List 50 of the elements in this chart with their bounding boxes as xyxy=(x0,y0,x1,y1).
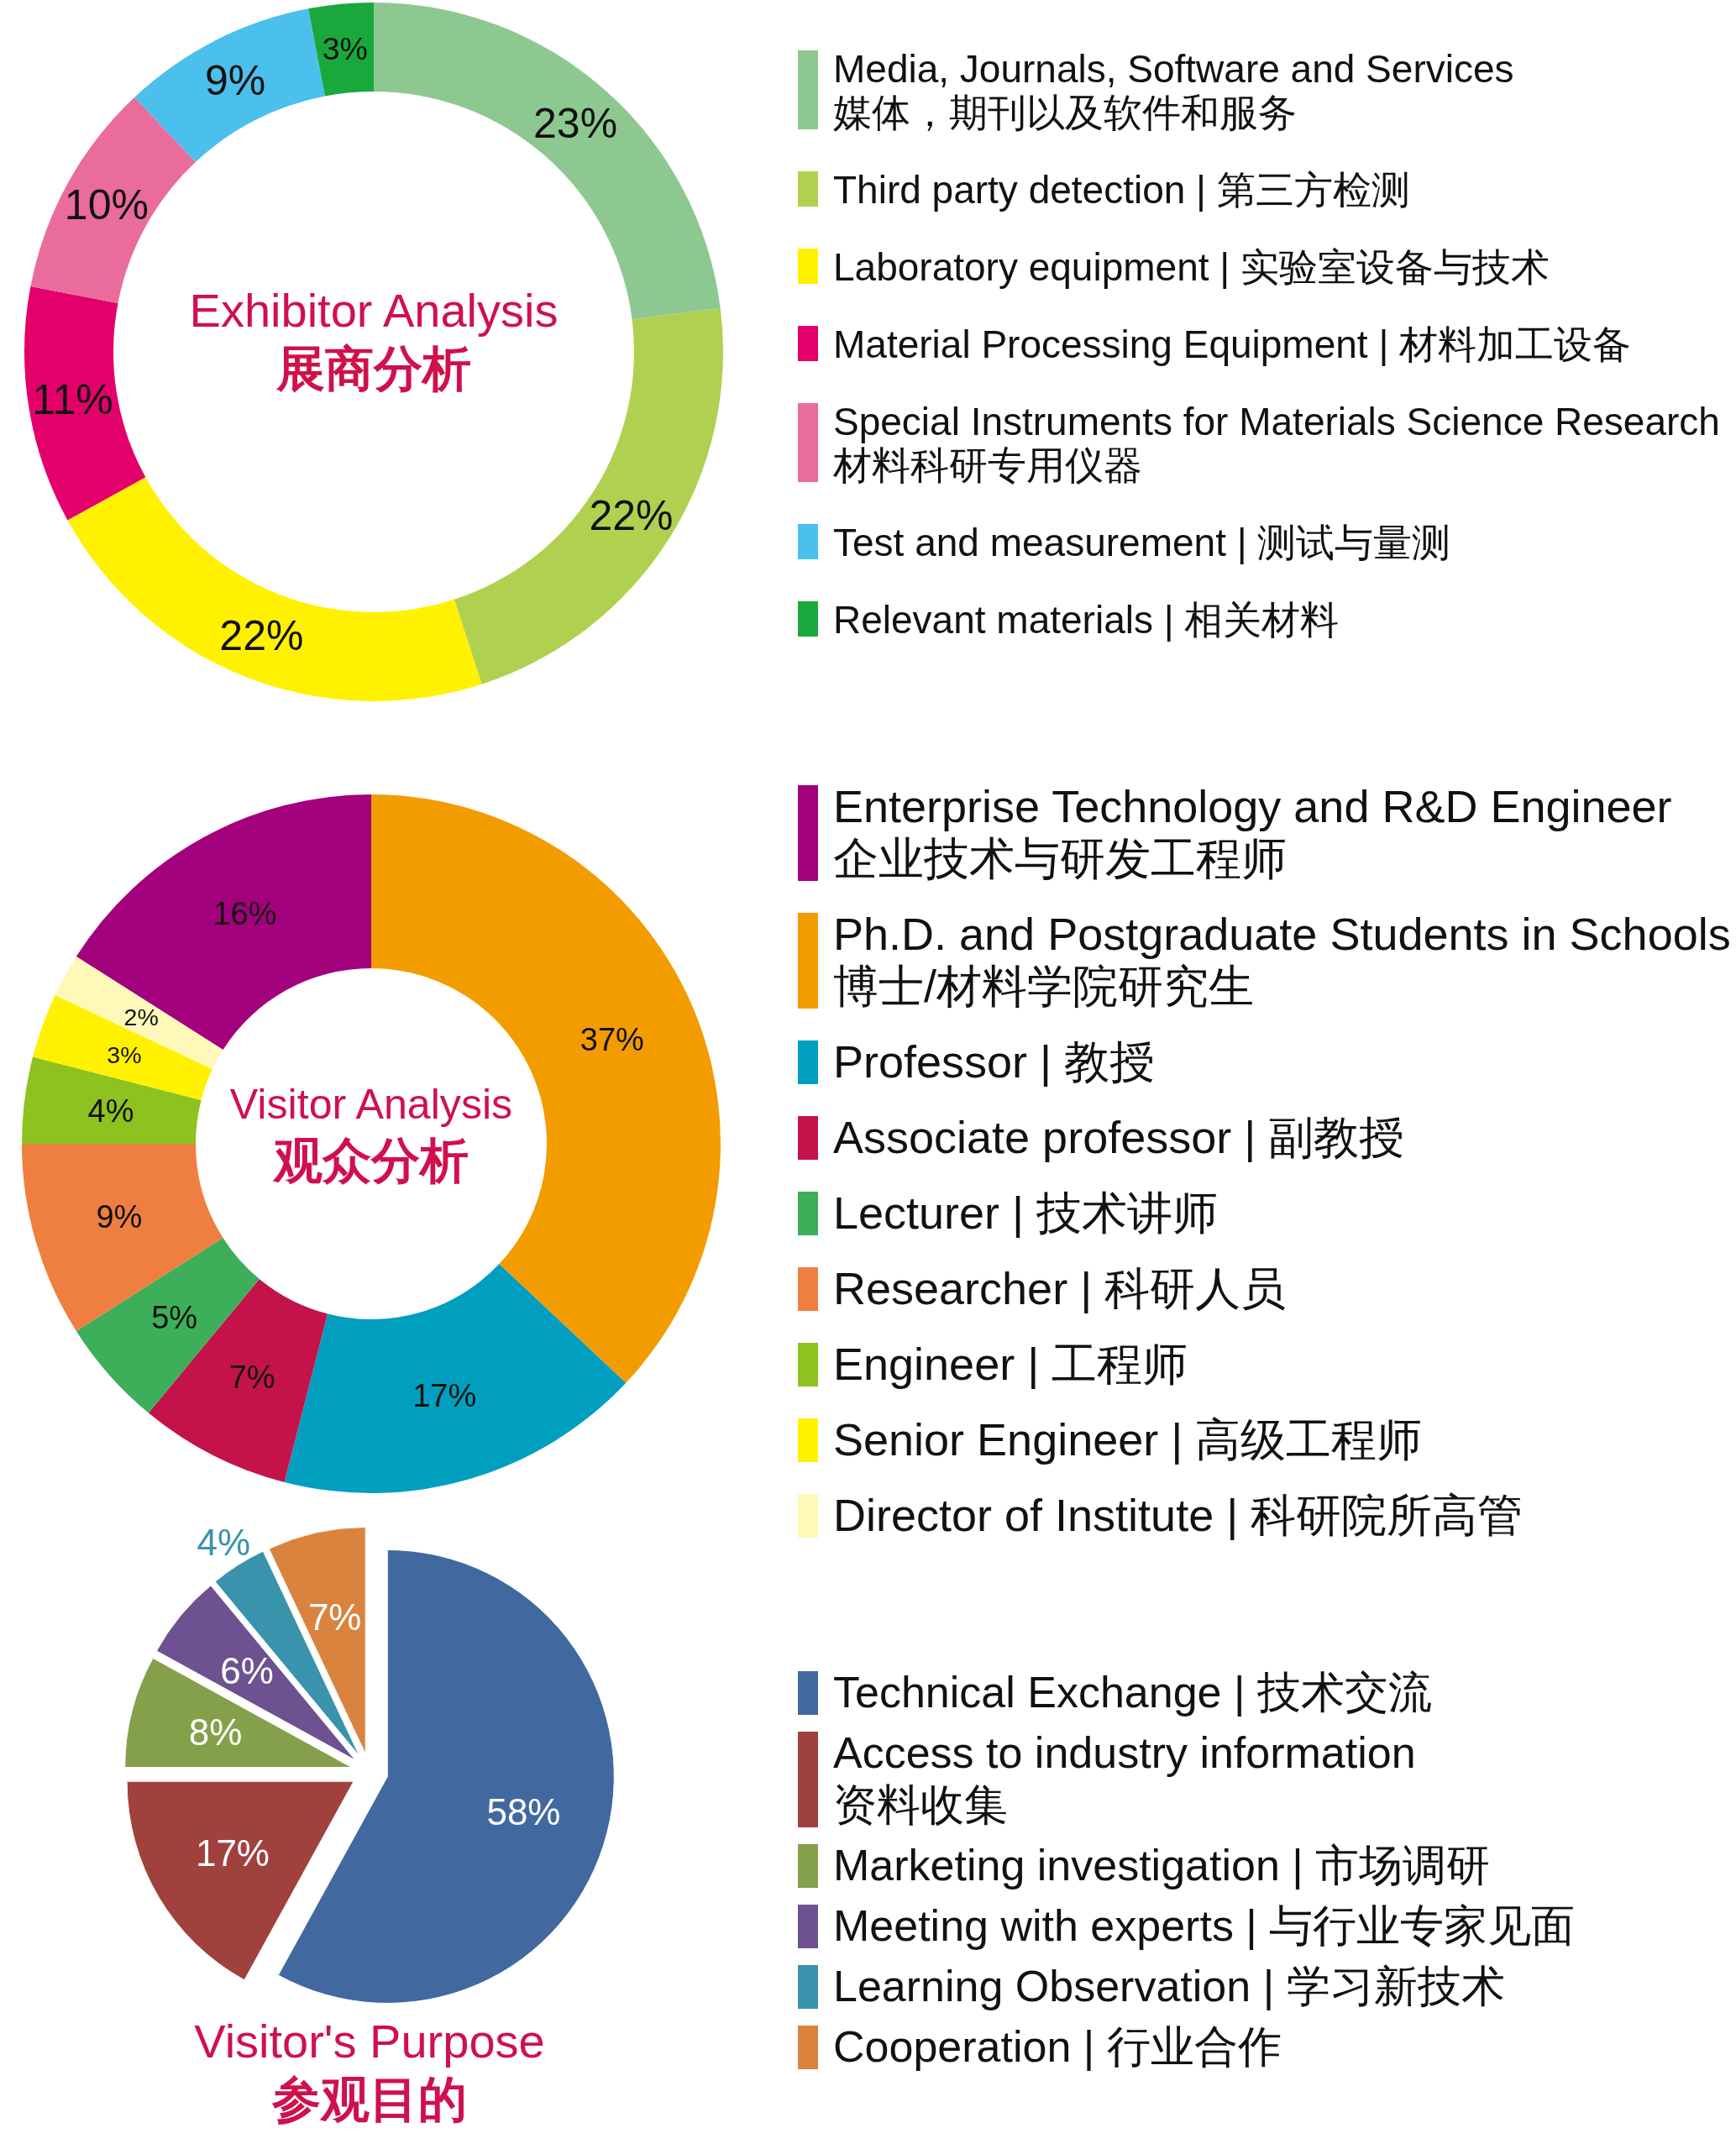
data-label: 16% xyxy=(212,896,277,932)
legend-label: Researcher | 科研人员 xyxy=(833,1263,1287,1314)
text: Exhibitor Analysis xyxy=(189,284,559,337)
legend-label: Ph.D. and Postgraduate Students in Schools 博士/材料学院研究生 xyxy=(833,909,1731,1012)
data-label: 4% xyxy=(197,1521,251,1563)
data-label: 17% xyxy=(195,1832,270,1874)
data-label: 7% xyxy=(307,1596,362,1638)
data-label: 22% xyxy=(589,491,674,539)
data-label: 2% xyxy=(123,1004,159,1031)
legend-label: Laboratory equipment | 实验室设备与技术 xyxy=(833,244,1550,289)
data-label: 9% xyxy=(205,56,266,104)
text: Visitor Analysis xyxy=(229,1081,513,1128)
data-label: 23% xyxy=(533,99,618,147)
legend-label: Technical Exchange | 技术交流 xyxy=(833,1667,1432,1717)
data-label: 10% xyxy=(64,181,149,229)
data-label: 5% xyxy=(151,1299,198,1335)
legend-label: Lecturer | 技术讲师 xyxy=(833,1187,1219,1239)
legend-label: Associate professor | 副教授 xyxy=(833,1112,1405,1163)
text: 参观目的 xyxy=(271,2072,467,2126)
legend-label: Meeting with experts | 与行业专家见面 xyxy=(833,1900,1576,1950)
legend-label: Professor | 教授 xyxy=(833,1036,1156,1088)
text: 展商分析 xyxy=(275,341,471,396)
data-label: 8% xyxy=(188,1711,243,1753)
legend-label: Media, Journals, Software and Services 媒体，期刊以及软件和服务 xyxy=(833,46,1514,134)
legend-label: Material Processing Equipment | 材料加工设备 xyxy=(833,322,1632,366)
text: Visitor's Purpose xyxy=(194,2015,545,2068)
legend-label: Access to industry information 资料收集 xyxy=(833,1727,1416,1829)
data-label: 3% xyxy=(322,30,368,66)
legend-label: Marketing investigation | 市场调研 xyxy=(833,1840,1491,1890)
data-label: 22% xyxy=(219,611,304,659)
text: 观众分析 xyxy=(272,1133,469,1187)
legend-label: Engineer | 工程师 xyxy=(833,1339,1188,1390)
data-label: 7% xyxy=(228,1360,275,1396)
data-label: 9% xyxy=(96,1199,143,1235)
legend-label: Third party detection | 第三方检测 xyxy=(833,167,1410,212)
legend-label: Special Instruments for Materials Science Research 材料科研专用仪器 xyxy=(832,399,1720,487)
data-label: 6% xyxy=(220,1649,274,1691)
data-label: 4% xyxy=(87,1093,134,1129)
data-label: 37% xyxy=(580,1021,644,1057)
legend-label: Enterprise Technology and R&D Engineer 企业技术与研发工程师 xyxy=(833,781,1672,884)
legend-label: Senior Engineer | 高级工程师 xyxy=(833,1414,1423,1465)
data-label: 11% xyxy=(32,375,113,423)
legend-label: Cooperation | 行业合作 xyxy=(833,2021,1282,2071)
legend-label: Director of Institute | 科研院所高管 xyxy=(833,1490,1524,1541)
data-label: 58% xyxy=(486,1790,561,1832)
legend-label: Test and measurement | 测试与量测 xyxy=(833,520,1451,564)
legend-label: Relevant materials | 相关材料 xyxy=(833,597,1340,642)
data-label: 17% xyxy=(412,1378,477,1414)
data-label: 3% xyxy=(107,1041,142,1069)
legend-label: Learning Observation | 学习新技术 xyxy=(833,1961,1505,2010)
